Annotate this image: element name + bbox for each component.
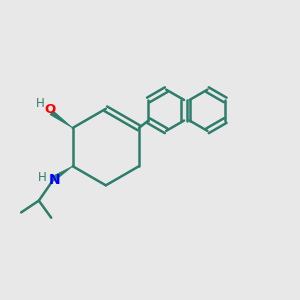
Text: O: O [44, 103, 56, 116]
Text: H: H [38, 172, 47, 184]
Polygon shape [50, 111, 73, 128]
Text: H: H [36, 97, 45, 110]
Polygon shape [52, 166, 73, 181]
Text: N: N [48, 173, 60, 187]
